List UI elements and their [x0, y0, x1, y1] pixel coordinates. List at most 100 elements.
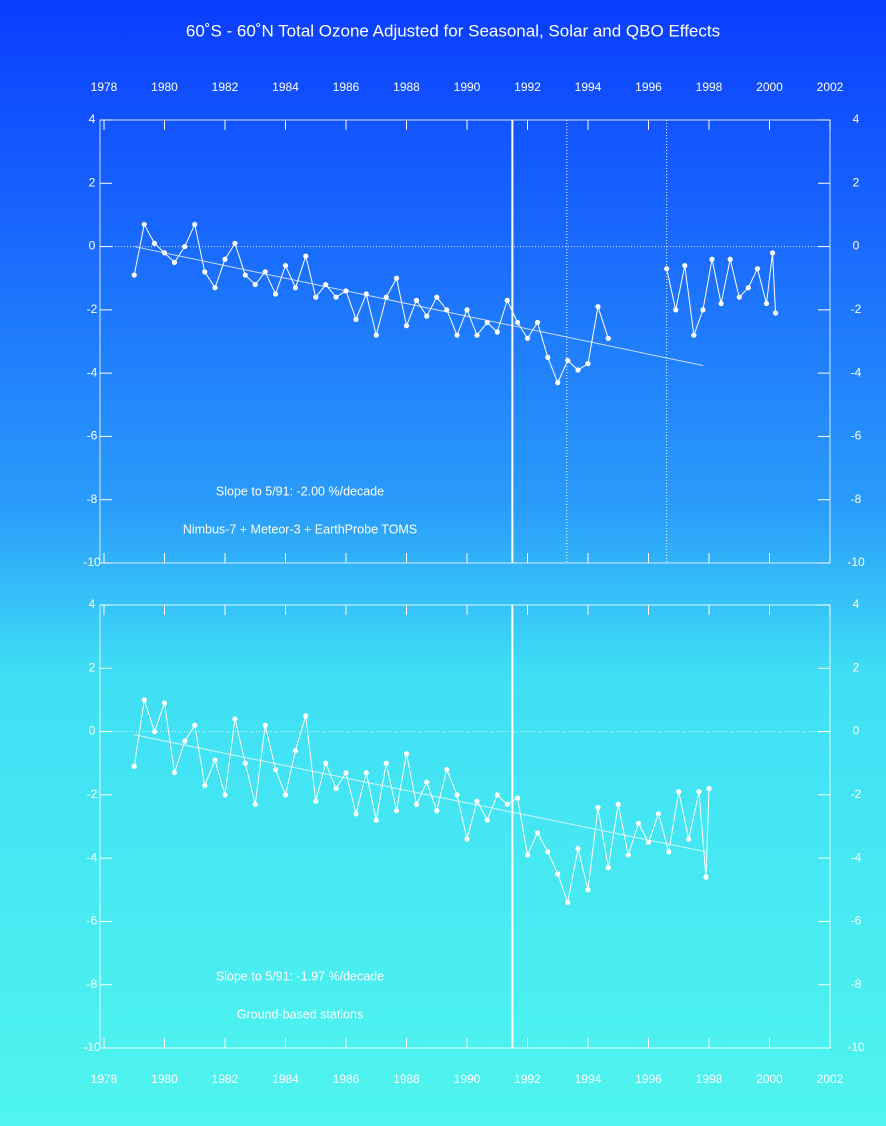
data-point: [545, 849, 551, 855]
x-tick-label: 1990: [454, 1072, 481, 1086]
data-point: [282, 262, 289, 269]
data-point: [474, 332, 480, 338]
data-point: [353, 316, 359, 322]
data-point: [682, 262, 688, 269]
data-point: [474, 798, 480, 804]
y-tick-label: -4: [87, 850, 98, 864]
data-point: [605, 865, 611, 871]
x-tick-label: 1992: [514, 1072, 541, 1086]
data-point: [383, 760, 389, 766]
y-tick-label: -2: [87, 787, 98, 801]
data-point: [655, 811, 662, 817]
data-point: [763, 300, 770, 307]
annotation: Ground-based stations: [237, 1007, 363, 1021]
data-point: [333, 785, 339, 792]
data-point: [373, 817, 379, 823]
data-point: [363, 770, 369, 776]
y-tick-label-right: -2: [851, 302, 862, 316]
data-point: [383, 294, 389, 300]
x-tick-label: 1996: [635, 80, 662, 94]
data-point: [484, 319, 490, 326]
data-point: [343, 288, 349, 294]
data-point: [424, 779, 430, 785]
data-point: [686, 836, 692, 842]
y-tick-label: -8: [87, 492, 98, 506]
data-point: [727, 256, 733, 262]
x-tick-label: 1998: [696, 80, 723, 94]
x-tick-label: 1986: [333, 80, 360, 94]
data-point: [534, 319, 541, 326]
y-tick-label: -6: [87, 429, 98, 443]
x-tick-label: 2000: [756, 1072, 783, 1086]
data-point: [413, 801, 420, 807]
data-point: [444, 766, 450, 773]
data-point: [151, 240, 158, 247]
x-tick-label: 1980: [151, 1072, 178, 1086]
y-tick-label-right: -4: [851, 365, 862, 379]
y-tick-label: -2: [87, 302, 98, 316]
data-point: [272, 766, 279, 773]
data-point: [131, 272, 137, 278]
data-point: [232, 716, 238, 722]
data-point: [222, 256, 228, 262]
y-tick-label-right: 0: [853, 239, 860, 253]
data-point: [262, 269, 268, 275]
plot-frame: [99, 604, 831, 1049]
data-point: [706, 785, 712, 792]
data-point: [192, 722, 198, 728]
y-tick-label: -4: [87, 365, 98, 379]
annotation: Nimbus-7 + Meteor-3 + EarthProbe TOMS: [183, 522, 417, 536]
data-point: [454, 332, 460, 338]
data-point: [615, 801, 621, 807]
data-point: [484, 817, 490, 823]
data-point: [494, 329, 500, 335]
y-tick-label: -8: [87, 977, 98, 991]
x-tick-label: 1984: [272, 80, 299, 94]
data-point: [333, 294, 339, 300]
data-point: [434, 808, 440, 814]
data-point: [212, 285, 218, 291]
data-point: [252, 801, 258, 807]
data-point: [323, 760, 329, 766]
data-point: [745, 285, 751, 291]
data-point: [585, 361, 591, 367]
data-point: [454, 792, 460, 798]
data-point: [769, 250, 776, 256]
data-point: [673, 307, 679, 313]
x-tick-label: 2002: [817, 1072, 844, 1086]
data-point: [595, 304, 601, 310]
data-point: [232, 240, 238, 247]
chart-title: 60˚S - 60˚N Total Ozone Adjusted for Sea…: [186, 21, 720, 40]
y-tick-label: 2: [89, 660, 96, 674]
x-tick-label: 1998: [696, 1072, 723, 1086]
annotation: Slope to 5/91: -2.00 %/decade: [216, 484, 384, 498]
x-tick-label: 1980: [151, 80, 178, 94]
data-point: [696, 789, 702, 795]
data-point: [504, 297, 510, 303]
y-tick-label-right: 4: [853, 597, 860, 611]
data-point: [161, 250, 168, 256]
data-point: [141, 221, 147, 228]
data-point: [464, 307, 470, 313]
series-line: [133, 699, 710, 905]
data-point: [272, 291, 279, 297]
data-point: [292, 285, 299, 291]
data-point: [171, 770, 178, 776]
data-point: [718, 300, 724, 307]
data-point: [212, 757, 218, 763]
x-tick-label: 1988: [393, 1072, 420, 1086]
data-point: [353, 811, 359, 817]
y-tick-label-right: -10: [847, 1040, 865, 1054]
data-point: [625, 852, 631, 858]
data-point: [635, 820, 642, 826]
data-point: [242, 760, 248, 766]
data-point: [202, 269, 208, 275]
trend-line: [134, 246, 704, 367]
data-point: [292, 747, 299, 754]
data-point: [772, 310, 779, 316]
data-point: [676, 789, 682, 795]
x-tick-label: 1982: [212, 1072, 239, 1086]
x-tick-label: 1988: [393, 80, 420, 94]
data-point: [494, 792, 500, 798]
